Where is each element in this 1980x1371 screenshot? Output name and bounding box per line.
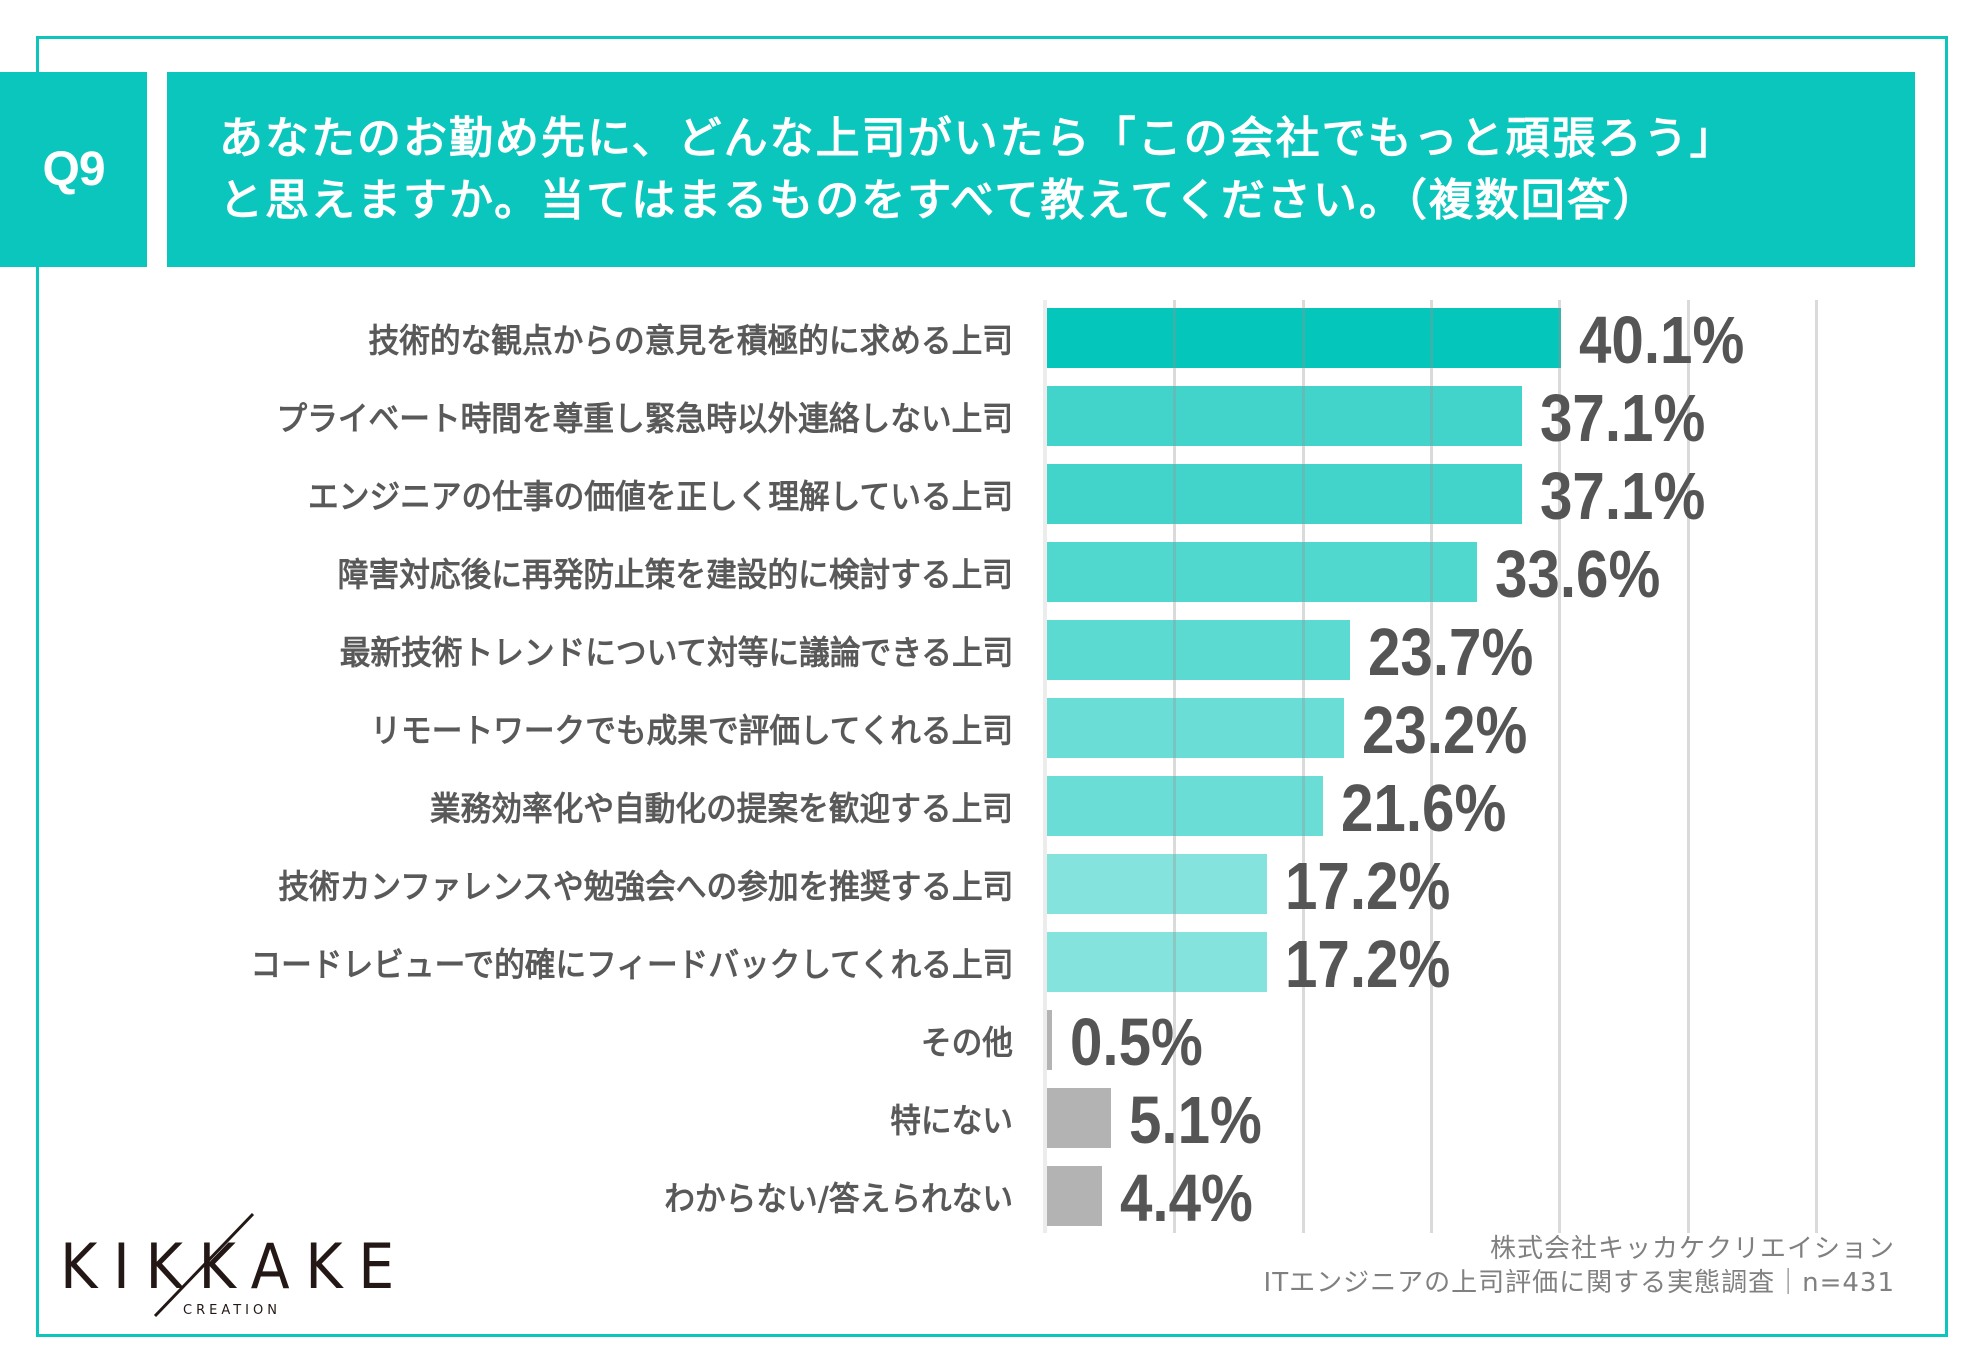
logo-slash-mark — [153, 1212, 255, 1318]
value-label-text: 17.2% — [1284, 926, 1451, 1002]
kikkake-logo: KIKKAKE CREATION — [60, 1210, 400, 1330]
category-label: 技術的な観点からの意見を積極的に求める上司 — [320, 308, 1013, 368]
logo-wordmark: KIKKAKE — [60, 1230, 410, 1303]
bar — [1046, 620, 1351, 680]
category-label: プライベート時間を尊重し緊急時以外連絡しない上司 — [221, 386, 1013, 446]
category-label: 障害対応後に再発防止策を建設的に検討する上司 — [287, 542, 1013, 602]
category-label-text: その他 — [920, 1023, 1013, 1062]
bar — [1046, 1166, 1103, 1226]
category-label-text: わからない/答えられない — [664, 1179, 1013, 1218]
question-title-line-2: と思えますか。当てはまるものをすべて教えてください。（複数回答） — [219, 175, 1659, 226]
source-footer: 株式会社キッカケクリエイション ITエンジニアの上司評価に関する実態調査｜n=4… — [1264, 1232, 1895, 1300]
category-label: リモートワークでも成果で評価してくれる上司 — [322, 698, 1013, 758]
bar — [1046, 776, 1324, 836]
value-label-text: 17.2% — [1284, 848, 1451, 924]
value-label-text: 5.1% — [1129, 1082, 1263, 1158]
value-label-text: 37.1% — [1540, 380, 1706, 456]
question-title-box: あなたのお勤め先に、どんな上司がいたら「この会社でもっと頑張ろう」 と思えますか… — [167, 72, 1915, 267]
question-number-box: Q9 — [0, 72, 147, 267]
bar — [1046, 542, 1478, 602]
category-label-text: コードレビューで的確にフィードバックしてくれる上司 — [250, 945, 1013, 984]
category-label-text: 最新技術トレンドについて対等に議論できる上司 — [339, 633, 1013, 672]
category-label: 特にない — [881, 1088, 1013, 1148]
gridline — [1815, 300, 1818, 1233]
category-label-text: 特にない — [890, 1101, 1013, 1140]
category-label-text: リモートワークでも成果で評価してくれる上司 — [370, 711, 1013, 750]
value-label: 17.2% — [1285, 849, 1475, 924]
footer-company: 株式会社キッカケクリエイション — [1489, 1234, 1895, 1264]
category-label: 技術カンファレンスや勉強会への参加を推奨する上司 — [223, 854, 1013, 914]
category-label-text: 障害対応後に再発防止策を建設的に検討する上司 — [337, 555, 1013, 594]
category-label-text: 業務効率化や自動化の提案を歓迎する上司 — [429, 789, 1013, 828]
gridline — [1430, 300, 1433, 1233]
category-label-text: プライベート時間を尊重し緊急時以外連絡しない上司 — [276, 399, 1013, 438]
value-label: 23.7% — [1368, 615, 1558, 690]
value-label-text: 23.7% — [1368, 614, 1534, 690]
category-label: わからない/答えられない — [638, 1166, 1013, 1226]
bar — [1046, 308, 1561, 368]
bar — [1046, 1010, 1053, 1070]
gridline — [1558, 300, 1562, 1233]
value-label: 23.2% — [1362, 693, 1552, 768]
value-label-text: 0.5% — [1070, 1004, 1204, 1080]
value-label: 5.1% — [1129, 1083, 1282, 1158]
category-label: エンジニアの仕事の価値を正しく理解している上司 — [255, 464, 1013, 524]
category-label: 最新技術トレンドについて対等に議論できる上司 — [289, 620, 1013, 680]
value-label-text: 33.6% — [1495, 536, 1661, 612]
value-label: 40.1% — [1579, 303, 1769, 378]
value-label-text: 23.2% — [1361, 692, 1528, 768]
value-label: 37.1% — [1540, 381, 1730, 456]
value-label: 4.4% — [1120, 1161, 1273, 1236]
gridline — [1173, 300, 1177, 1233]
category-label-text: 技術的な観点からの意見を積極的に求める上司 — [368, 321, 1013, 360]
category-label: その他 — [914, 1010, 1013, 1070]
y-axis-line — [1043, 300, 1047, 1233]
outer-frame — [36, 36, 1948, 1337]
bar — [1046, 854, 1267, 914]
value-label: 21.6% — [1341, 771, 1531, 846]
bar — [1046, 932, 1267, 992]
logo-subtitle: CREATION — [183, 1303, 281, 1318]
category-label-text: エンジニアの仕事の価値を正しく理解している上司 — [308, 477, 1013, 516]
bar — [1046, 386, 1523, 446]
question-number: Q9 — [42, 143, 105, 196]
value-label-text: 37.1% — [1540, 458, 1706, 534]
bar — [1046, 1088, 1112, 1148]
question-title-line-1: あなたのお勤め先に、どんな上司がいたら「この会社でもっと頑張ろう」 — [219, 113, 1736, 164]
gridline — [1686, 300, 1690, 1233]
value-label: 17.2% — [1285, 927, 1475, 1002]
category-label: コードレビューで的確にフィードバックしてくれる上司 — [193, 932, 1013, 992]
footer-survey: ITエンジニアの上司評価に関する実態調査｜n=431 — [1263, 1268, 1895, 1298]
value-label: 37.1% — [1540, 459, 1730, 534]
category-label-text: 技術カンファレンスや勉強会への参加を推奨する上司 — [277, 867, 1013, 906]
category-label: 業務効率化や自動化の提案を歓迎する上司 — [386, 776, 1013, 836]
bar — [1046, 698, 1344, 758]
gridline — [1301, 300, 1305, 1233]
bar — [1046, 464, 1523, 524]
value-label: 0.5% — [1070, 1005, 1223, 1080]
value-label-text: 4.4% — [1120, 1160, 1254, 1236]
value-label: 33.6% — [1495, 537, 1685, 612]
value-label-text: 40.1% — [1578, 302, 1744, 378]
value-label-text: 21.6% — [1341, 770, 1507, 846]
